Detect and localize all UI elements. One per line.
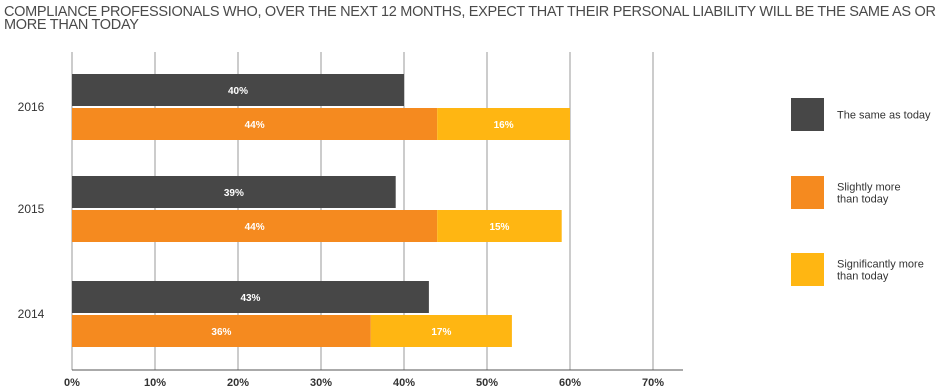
- data-label-significantly-more-2014: 17%: [431, 327, 451, 338]
- x-tick-label-0: 0%: [64, 377, 80, 389]
- bar-same-2014: [72, 281, 429, 313]
- x-tick-label-40: 40%: [393, 377, 415, 389]
- bar-significantly-more-2015: [437, 210, 562, 242]
- data-label-significantly-more-2016: 16%: [494, 120, 514, 131]
- labels-layer: 2016 40% 44% 16% 2015 39% 44% 15% 2014 43% 36% 17%: [18, 86, 514, 338]
- legend-label-2-line-1: than today: [837, 271, 889, 283]
- chart-title: COMPLIANCE PROFESSIONALS WHO, OVER THE N…: [4, 4, 936, 33]
- bar-same-2015: [72, 176, 396, 208]
- bar-same-2016: [72, 74, 404, 106]
- x-tick-label-70: 70%: [642, 377, 664, 389]
- data-label-slightly-more-2014: 36%: [211, 327, 231, 338]
- x-tick-label-50: 50%: [476, 377, 498, 389]
- data-label-slightly-more-2016: 44%: [245, 120, 265, 131]
- data-label-same-2016: 40%: [228, 86, 248, 97]
- bars-layer: [72, 74, 570, 347]
- data-label-slightly-more-2015: 44%: [245, 222, 265, 233]
- x-tick-label-60: 60%: [559, 377, 581, 389]
- bar-slightly-more-2015: [72, 210, 438, 242]
- category-label-2014: 2014: [18, 307, 45, 321]
- legend-label-1-line-1: than today: [837, 194, 889, 206]
- x-tick-label-30: 30%: [310, 377, 332, 389]
- data-label-same-2014: 43%: [240, 293, 260, 304]
- x-tick-label-10: 10%: [144, 377, 166, 389]
- legend-label-1-line-0: Slightly more: [837, 182, 901, 194]
- data-label-same-2015: 39%: [224, 188, 244, 199]
- bar-significantly-more-2014: [370, 315, 512, 347]
- x-tick-label-20: 20%: [227, 377, 249, 389]
- category-label-2015: 2015: [18, 202, 45, 216]
- legend-label-0-line-0: The same as today: [837, 110, 931, 122]
- bar-slightly-more-2014: [72, 315, 371, 347]
- x-axis: 0% 10% 20% 30% 40% 50% 60% 70%: [64, 369, 683, 389]
- bar-significantly-more-2016: [437, 108, 570, 140]
- data-label-significantly-more-2015: 15%: [489, 222, 509, 233]
- legend-swatch-2: [791, 253, 824, 286]
- legend-label-2-line-0: Significantly more: [837, 259, 924, 271]
- bar-slightly-more-2016: [72, 108, 438, 140]
- legend-swatch-0: [791, 98, 824, 131]
- legend-swatch-1: [791, 176, 824, 209]
- category-label-2016: 2016: [18, 100, 45, 114]
